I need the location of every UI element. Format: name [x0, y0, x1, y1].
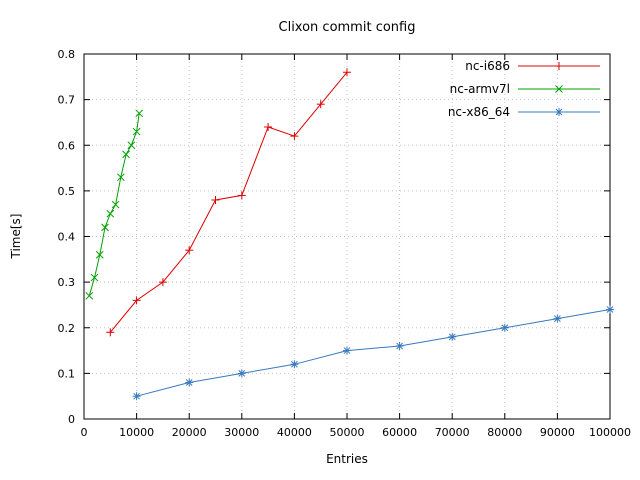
y-tick-label: 0.4 [58, 231, 76, 244]
x-tick-label: 40000 [277, 426, 312, 439]
marker-x [85, 291, 94, 300]
marker-asterisk [237, 369, 246, 378]
legend-entry: nc-i686 [465, 59, 600, 73]
y-axis-label: Time[s] [9, 213, 23, 259]
x-tick-label: 10000 [119, 426, 154, 439]
x-tick-label: 50000 [330, 426, 365, 439]
legend-entry: nc-x86_64 [448, 105, 600, 119]
marker-asterisk [343, 346, 351, 355]
series-line [136, 309, 611, 397]
marker-asterisk [448, 332, 457, 341]
plot-border [83, 53, 611, 420]
marker-x [90, 273, 99, 282]
y-tick-label: 0 [68, 413, 75, 426]
y-tick-label: 0.3 [58, 276, 76, 289]
marker-plus [158, 278, 167, 287]
y-tick-label: 0.5 [58, 185, 76, 198]
x-tick-label: 80000 [487, 426, 522, 439]
marker-x [101, 223, 109, 232]
marker-x [132, 127, 141, 136]
y-tick-label: 0.8 [58, 48, 76, 61]
series-nc-x86_64 [132, 305, 614, 401]
marker-x [95, 250, 104, 259]
legend-label: nc-i686 [465, 59, 510, 73]
marker-plus [106, 328, 115, 337]
x-tick-label: 90000 [540, 426, 575, 439]
marker-asterisk [290, 360, 299, 369]
marker-plus [132, 296, 141, 305]
series-line [88, 113, 140, 296]
x-tick-label: 100000 [589, 426, 631, 439]
marker-plus [211, 196, 220, 204]
marker-asterisk [500, 323, 509, 332]
legend-entry: nc-armv7l [450, 82, 600, 96]
marker-x [127, 141, 136, 150]
chart-title: Clixon commit config [278, 20, 416, 35]
marker-x [116, 173, 125, 182]
x-tick-label: 0 [81, 426, 88, 439]
marker-x [555, 85, 563, 93]
x-tick-label: 60000 [382, 426, 417, 439]
marker-plus [343, 68, 351, 77]
x-tick-label: 70000 [435, 426, 470, 439]
y-tick-label: 0.1 [58, 367, 76, 380]
marker-plus [237, 191, 246, 200]
y-tick-label: 0.7 [58, 94, 76, 107]
legend-label: nc-armv7l [450, 82, 510, 96]
marker-asterisk [555, 108, 563, 116]
marker-asterisk [132, 392, 141, 401]
marker-asterisk [185, 378, 194, 387]
x-tick-label: 30000 [224, 426, 259, 439]
marker-plus [555, 62, 563, 70]
legend-label: nc-x86_64 [448, 105, 510, 119]
marker-asterisk [553, 314, 562, 323]
marker-x [135, 109, 144, 118]
marker-x [106, 209, 115, 218]
x-axis-label: Entries [326, 452, 368, 466]
marker-asterisk [395, 342, 404, 350]
y-tick-label: 0.2 [58, 322, 76, 335]
series-nc-i686 [106, 68, 351, 337]
y-tick-label: 0.6 [58, 139, 76, 152]
marker-asterisk [606, 305, 614, 314]
marker-plus [264, 123, 273, 131]
marker-x [122, 150, 130, 159]
series-line [109, 71, 348, 333]
x-tick-label: 20000 [172, 426, 207, 439]
marker-plus [290, 132, 299, 141]
marker-plus [316, 100, 325, 109]
marker-plus [185, 246, 194, 255]
series-nc-armv7l [85, 109, 144, 300]
marker-x [111, 200, 120, 209]
